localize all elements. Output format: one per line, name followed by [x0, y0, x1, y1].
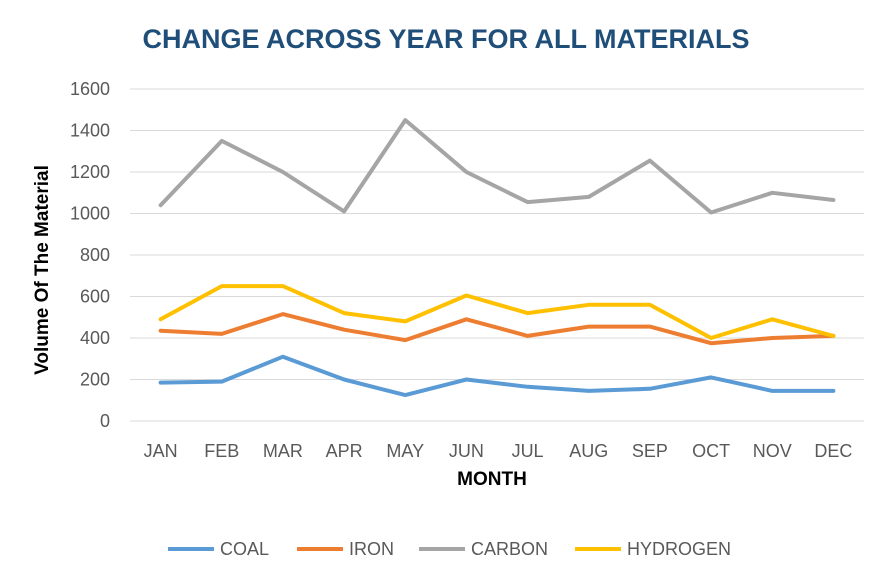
y-axis-ticks: 0 200 400 600 800 1000 1200 1400 1600 — [70, 79, 110, 431]
x-tick-label: AUG — [569, 441, 608, 461]
x-tick-label: SEP — [632, 441, 668, 461]
series-line-coal — [158, 354, 836, 398]
y-tick-label: 800 — [80, 245, 110, 265]
y-tick-label: 600 — [80, 287, 110, 307]
x-axis-ticks: JAN FEB MAR APR MAY JUN JUL AUG SEP OCT NOV DEC — [144, 441, 853, 461]
x-tick-label: APR — [326, 441, 363, 461]
y-tick-label: 0 — [100, 411, 110, 431]
x-axis-title: MONTH — [457, 469, 527, 490]
legend-label-iron: IRON — [349, 539, 394, 559]
y-tick-label: 1000 — [70, 204, 110, 224]
x-tick-label: JUL — [512, 441, 544, 461]
x-tick-label: DEC — [814, 441, 852, 461]
y-axis-title: Volume Of The Material — [32, 165, 53, 375]
x-tick-label: MAR — [263, 441, 303, 461]
legend-label-hydrogen: HYDROGEN — [627, 539, 731, 559]
x-tick-label: JAN — [144, 441, 178, 461]
y-tick-label: 1600 — [70, 79, 110, 99]
y-tick-label: 200 — [80, 370, 110, 390]
gridlines — [130, 88, 864, 422]
x-tick-label: NOV — [753, 441, 792, 461]
series-lines — [158, 118, 836, 398]
chart-title: CHANGE ACROSS YEAR FOR ALL MATERIALS — [142, 24, 749, 54]
series-line-hydrogen — [158, 284, 836, 340]
legend-label-carbon: CARBON — [471, 539, 548, 559]
x-tick-label: MAY — [386, 441, 424, 461]
y-tick-label: 400 — [80, 328, 110, 348]
x-tick-label: OCT — [692, 441, 730, 461]
y-tick-label: 1400 — [70, 121, 110, 141]
legend: COAL IRON CARBON HYDROGEN — [168, 539, 731, 559]
x-tick-label: FEB — [204, 441, 239, 461]
legend-label-coal: COAL — [220, 539, 269, 559]
series-line-carbon — [158, 118, 836, 215]
series-line-iron — [158, 312, 836, 346]
x-tick-label: JUN — [449, 441, 484, 461]
y-tick-label: 1200 — [70, 162, 110, 182]
